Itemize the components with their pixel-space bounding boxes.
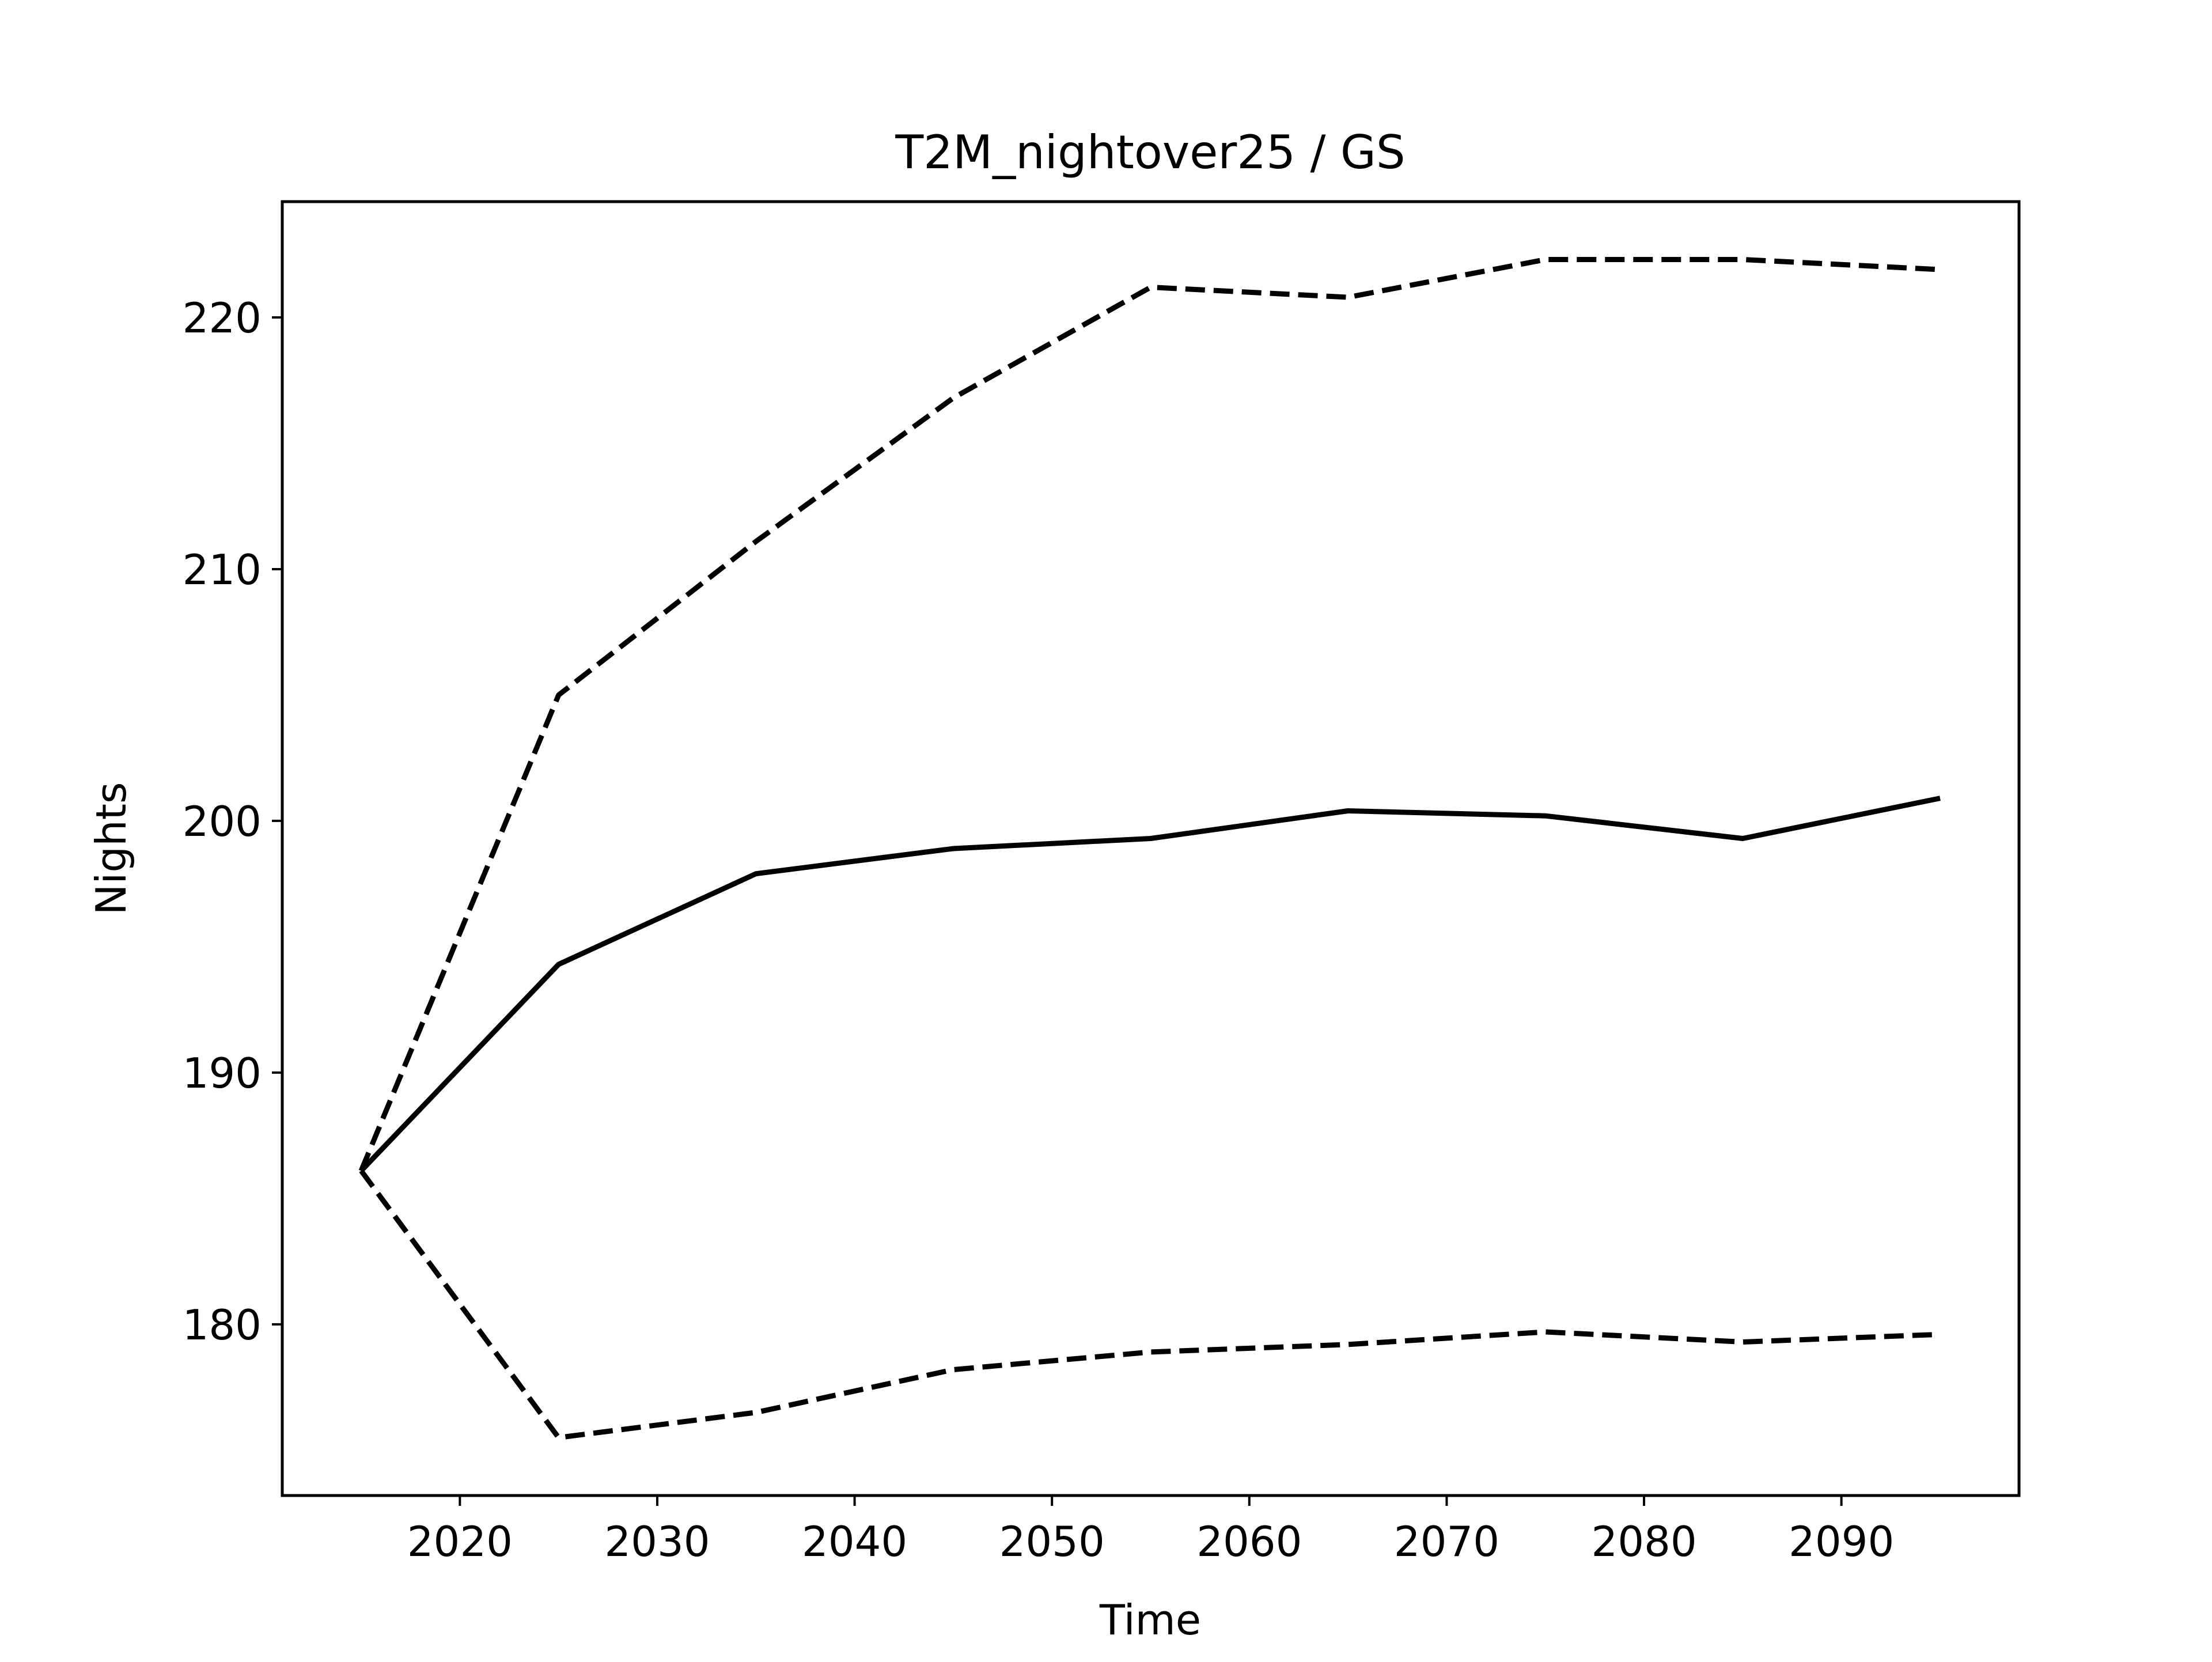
x-tick-label-2020: 2020 bbox=[407, 1517, 513, 1566]
x-tick-label-2090: 2090 bbox=[1789, 1517, 1894, 1566]
x-tick-label-2050: 2050 bbox=[999, 1517, 1105, 1566]
y-tick-label-220: 220 bbox=[183, 294, 262, 342]
y-axis: 180 190 200 210 220 bbox=[183, 294, 282, 1349]
y-tick-label-210: 210 bbox=[183, 546, 262, 594]
x-tick-label-2070: 2070 bbox=[1394, 1517, 1499, 1566]
y-axis-label: Nights bbox=[87, 782, 135, 915]
chart-title: T2M_nightover25 / GS bbox=[895, 126, 1405, 179]
y-tick-label-190: 190 bbox=[183, 1049, 262, 1097]
plot-frame bbox=[281, 200, 2021, 1497]
series-line-1-solid bbox=[359, 796, 1941, 1173]
series-line-3-dashed bbox=[359, 1169, 1941, 1440]
y-tick-label-180: 180 bbox=[183, 1301, 262, 1349]
series-line-2-dashed bbox=[358, 257, 1941, 1172]
x-tick-label-2040: 2040 bbox=[802, 1517, 907, 1566]
series-layer bbox=[358, 257, 1941, 1440]
x-tick-label-2080: 2080 bbox=[1591, 1517, 1696, 1566]
x-axis: 2020 2030 2040 2050 2060 2070 2080 2090 bbox=[407, 1496, 1894, 1566]
x-axis-label: Time bbox=[1099, 1596, 1201, 1644]
x-tick-label-2030: 2030 bbox=[604, 1517, 710, 1566]
y-tick-label-200: 200 bbox=[183, 797, 262, 846]
x-tick-label-2060: 2060 bbox=[1196, 1517, 1302, 1566]
